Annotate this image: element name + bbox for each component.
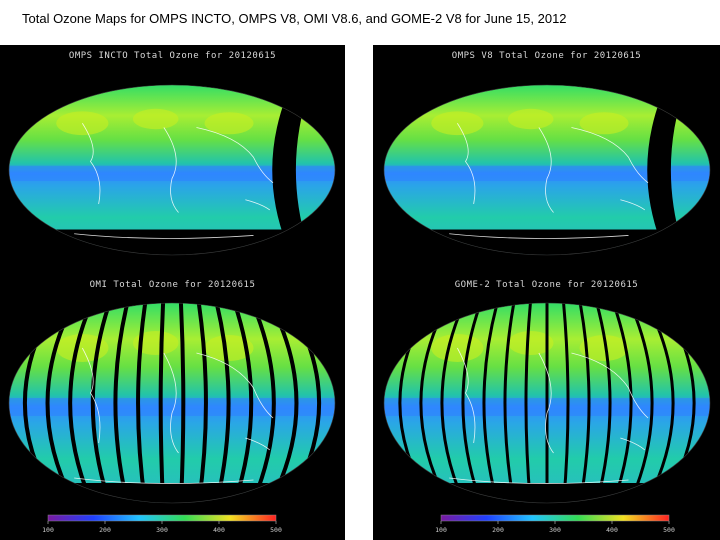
colorbar-tick-label: 300 <box>156 526 168 534</box>
map-outline <box>383 302 711 504</box>
coastline-path <box>163 127 179 213</box>
orbit-gap <box>214 303 231 503</box>
orbit-gap <box>524 303 532 503</box>
polar-night-region <box>384 483 710 503</box>
coastline-path <box>571 127 649 184</box>
coastline-path <box>538 127 554 213</box>
orbit-gap <box>628 303 654 503</box>
orbit-gap <box>158 303 166 503</box>
orbit-gap <box>562 303 570 503</box>
coastline-path <box>620 199 646 211</box>
coastline-path <box>245 199 271 211</box>
colorbar-gradient <box>47 514 277 522</box>
high-ozone-patch <box>132 331 179 355</box>
gome2-ozone-map <box>383 302 711 504</box>
high-ozone-patch <box>431 334 484 362</box>
colorbar-tick-label: 500 <box>663 526 675 534</box>
orbit-gap <box>503 303 516 503</box>
coastline-path <box>245 437 271 451</box>
tropical-low-band <box>9 398 335 416</box>
orbit-gap <box>178 303 186 503</box>
orbit-gap <box>461 303 483 503</box>
coastline-path <box>457 123 476 205</box>
omps-incto-map-title: OMPS INCTO Total Ozone for 20120615 <box>68 51 277 61</box>
orbit-gap <box>578 303 591 503</box>
orbit-gap <box>482 303 499 503</box>
high-ozone-patch <box>204 335 254 361</box>
colorbar-tick-label: 200 <box>99 526 111 534</box>
tropical-low-band <box>9 165 335 182</box>
coastline-path <box>538 352 554 454</box>
left-map-canvas: 100 200 300 400 500 <box>8 84 336 534</box>
high-ozone-patch <box>204 112 254 135</box>
high-ozone-patch <box>431 111 484 136</box>
colorbar-tick-label: 100 <box>42 526 54 534</box>
night-data-gap <box>647 85 686 255</box>
high-ozone-patch <box>507 331 554 355</box>
map-outline <box>383 84 711 256</box>
orbit-gap <box>68 303 94 503</box>
orbit-gap <box>196 303 208 503</box>
orbit-gap <box>611 303 633 503</box>
high-ozone-patch <box>507 108 554 130</box>
map-outline <box>8 302 336 504</box>
left-figure-panel: OMPS INCTO Total Ozone for 20120615 OMI … <box>0 45 345 540</box>
coastlines <box>449 347 649 484</box>
coastline-path <box>163 352 179 454</box>
coastline-path <box>81 347 101 444</box>
polar-night-region <box>9 483 335 503</box>
orbit-gap <box>90 303 112 503</box>
colorbar-tick-label: 400 <box>606 526 618 534</box>
tropical-low-band <box>384 165 710 182</box>
orbit-gap <box>595 303 612 503</box>
orbit-gap <box>113 303 130 503</box>
polar-night-region <box>384 229 710 255</box>
coastline-path <box>196 127 274 184</box>
omps-incto-ozone-map <box>8 84 336 256</box>
orbit-gap <box>250 303 276 503</box>
colorbar-tick-label: 100 <box>435 526 447 534</box>
omps-v8-ozone-map <box>383 84 711 256</box>
right-colorbar: 100 200 300 400 500 <box>435 514 675 534</box>
omi-map-title: OMI Total Ozone for 20120615 <box>89 280 256 290</box>
coastline-path <box>74 233 254 239</box>
left-colorbar: 100 200 300 400 500 <box>42 514 282 534</box>
coastline-path <box>449 233 629 239</box>
colorbar-tick-label: 500 <box>270 526 282 534</box>
coastline-path <box>620 437 646 451</box>
high-ozone-patch <box>132 108 179 130</box>
high-ozone-patch <box>579 335 629 361</box>
gome2-map-title: GOME-2 Total Ozone for 20120615 <box>454 280 639 290</box>
colorbar-tick-label: 400 <box>213 526 225 534</box>
coastline-path <box>74 477 254 484</box>
coastlines <box>449 123 649 239</box>
high-ozone-patch <box>56 111 109 136</box>
coastline-path <box>571 352 649 419</box>
coastline-path <box>82 123 101 205</box>
omi-ozone-map <box>8 302 336 504</box>
colorbar-tick-label: 200 <box>492 526 504 534</box>
map-outline <box>8 84 336 256</box>
coastline-path <box>456 347 476 444</box>
orbit-gap <box>232 303 254 503</box>
high-ozone-patch <box>579 112 629 135</box>
colorbar-gradient <box>440 514 670 522</box>
polar-night-region <box>9 229 335 255</box>
night-data-gap <box>272 85 311 255</box>
right-figure-panel: OMPS V8 Total Ozone for 20120615 GOME-2 … <box>373 45 720 540</box>
coastlines <box>74 347 274 484</box>
coastlines <box>74 123 274 239</box>
right-map-canvas: 100 200 300 400 500 <box>383 84 711 534</box>
slide-title: Total Ozone Maps for OMPS INCTO, OMPS V8… <box>22 11 567 26</box>
coastline-path <box>449 477 629 484</box>
colorbar-tick-label: 300 <box>549 526 561 534</box>
orbit-gap <box>136 303 148 503</box>
omps-v8-map-title: OMPS V8 Total Ozone for 20120615 <box>451 51 642 61</box>
coastline-path <box>196 352 274 419</box>
